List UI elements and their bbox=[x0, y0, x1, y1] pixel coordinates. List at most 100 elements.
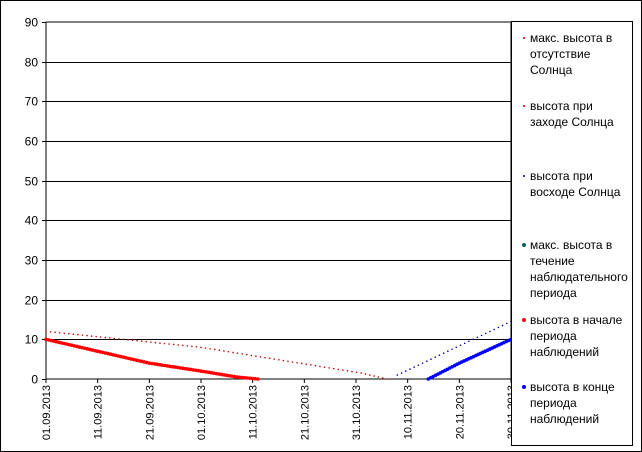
series-0-point bbox=[264, 356, 266, 359]
series-0-point bbox=[195, 346, 198, 348]
legend-marker bbox=[518, 312, 530, 326]
series-0-point bbox=[186, 345, 189, 347]
series-0-point bbox=[118, 338, 120, 340]
legend-marker bbox=[518, 30, 530, 44]
series-0-point bbox=[122, 338, 125, 341]
legend-label: высота в начале периода наблюдений bbox=[530, 313, 623, 359]
series-0-point bbox=[319, 365, 321, 368]
series-2-point bbox=[413, 366, 415, 368]
series-2-point bbox=[409, 368, 411, 370]
series-0-point bbox=[259, 356, 262, 358]
series-0-point bbox=[346, 370, 349, 372]
series-0-point bbox=[300, 362, 303, 365]
series-2-point bbox=[430, 358, 432, 360]
series-2-point bbox=[497, 326, 500, 329]
series-0-point bbox=[45, 330, 47, 333]
series-4-point bbox=[256, 377, 260, 381]
series-0-point bbox=[177, 344, 180, 346]
series-2-point bbox=[421, 362, 424, 364]
series-2-point bbox=[438, 354, 441, 357]
series-4-point bbox=[253, 376, 258, 381]
series-2-point bbox=[417, 364, 420, 366]
series-0-point bbox=[236, 352, 239, 354]
x-tick-label: 11.09.2013 bbox=[93, 385, 105, 439]
legend-label: макс. высота в течение наблюдательного п… bbox=[530, 238, 628, 300]
series-0-point bbox=[355, 371, 358, 374]
series-0-point bbox=[241, 353, 243, 355]
series-2-point bbox=[484, 332, 487, 335]
series-0-point bbox=[54, 331, 56, 334]
legend-marker bbox=[518, 98, 530, 112]
series-2-point bbox=[459, 344, 462, 347]
y-tick-label: 20 bbox=[25, 294, 39, 308]
series-0-point bbox=[204, 347, 207, 349]
y-tick-label: 80 bbox=[25, 56, 39, 70]
series-0-point bbox=[213, 348, 216, 351]
x-tick-label: 11.10.2013 bbox=[248, 385, 260, 439]
y-tick-label: 50 bbox=[25, 175, 39, 189]
series-0-point bbox=[360, 372, 362, 374]
x-tick-label: 20.11.2013 bbox=[454, 385, 466, 439]
y-tick-label: 10 bbox=[25, 333, 39, 347]
series-2-point bbox=[447, 350, 449, 353]
y-tick-label: 70 bbox=[25, 95, 39, 109]
series-2-point bbox=[463, 342, 466, 345]
series-0-point bbox=[381, 377, 384, 379]
series-4-point bbox=[240, 375, 245, 380]
series-0-point bbox=[49, 331, 52, 333]
y-axis-ticks: 0 10 20 30 40 50 60 70 80 90 bbox=[25, 16, 46, 387]
series-0-point bbox=[109, 337, 111, 339]
x-tick-label: 10.11.2013 bbox=[403, 385, 415, 439]
legend-label: высота в конце периода наблюдений bbox=[530, 380, 615, 426]
series-0-point bbox=[172, 343, 175, 346]
series-2-point bbox=[501, 324, 504, 327]
y-tick-label: 0 bbox=[31, 373, 38, 387]
series-0-point bbox=[310, 364, 312, 366]
series-2-point bbox=[404, 370, 407, 372]
series-0-point bbox=[305, 363, 308, 366]
legend-marker bbox=[518, 168, 530, 182]
y-tick-label: 30 bbox=[25, 254, 39, 268]
series-4 bbox=[44, 337, 260, 381]
series-0-point bbox=[63, 332, 66, 335]
series-0-point bbox=[291, 361, 294, 363]
series-0-point bbox=[81, 334, 84, 336]
series-0-point bbox=[58, 332, 61, 334]
series-2-point bbox=[472, 338, 474, 341]
series-2-point bbox=[468, 340, 470, 343]
series-0-point bbox=[209, 347, 211, 350]
series-0-point bbox=[104, 336, 107, 339]
series-0-point bbox=[131, 339, 134, 342]
series-4-point bbox=[243, 375, 247, 380]
series-0-point bbox=[250, 354, 253, 357]
series-0-point bbox=[332, 367, 335, 370]
series-0-point bbox=[373, 375, 375, 377]
series-0-point bbox=[368, 374, 371, 376]
series-0-point bbox=[323, 366, 326, 368]
series-0-point bbox=[163, 342, 166, 345]
series-0-point bbox=[364, 373, 367, 375]
series-4-point bbox=[245, 376, 250, 380]
chart-legend: макс. высота в отсутствие Солнца высота п… bbox=[511, 21, 633, 446]
series-0-point bbox=[278, 358, 280, 361]
legend-label: высота при заходе Солнца bbox=[530, 99, 614, 129]
series-4-point bbox=[248, 376, 252, 381]
series-0-point bbox=[287, 360, 289, 363]
series-0-point bbox=[145, 340, 148, 343]
series-5 bbox=[426, 337, 513, 381]
series-0-point bbox=[314, 364, 317, 367]
series-0-point bbox=[218, 349, 221, 352]
series-2-point bbox=[493, 328, 495, 331]
series-2-point bbox=[396, 374, 399, 376]
series-0-point bbox=[245, 353, 248, 356]
series-0-point bbox=[168, 343, 170, 345]
legend-label: высота при восходе Солнца bbox=[530, 169, 621, 199]
series-0-point bbox=[268, 357, 271, 360]
plot-area-border bbox=[45, 21, 512, 380]
legend-label: макс. высота в отсутствие Солнца bbox=[530, 31, 613, 77]
series-0-point bbox=[99, 336, 102, 338]
series-0-point bbox=[136, 339, 138, 342]
series-4-point bbox=[237, 375, 242, 380]
